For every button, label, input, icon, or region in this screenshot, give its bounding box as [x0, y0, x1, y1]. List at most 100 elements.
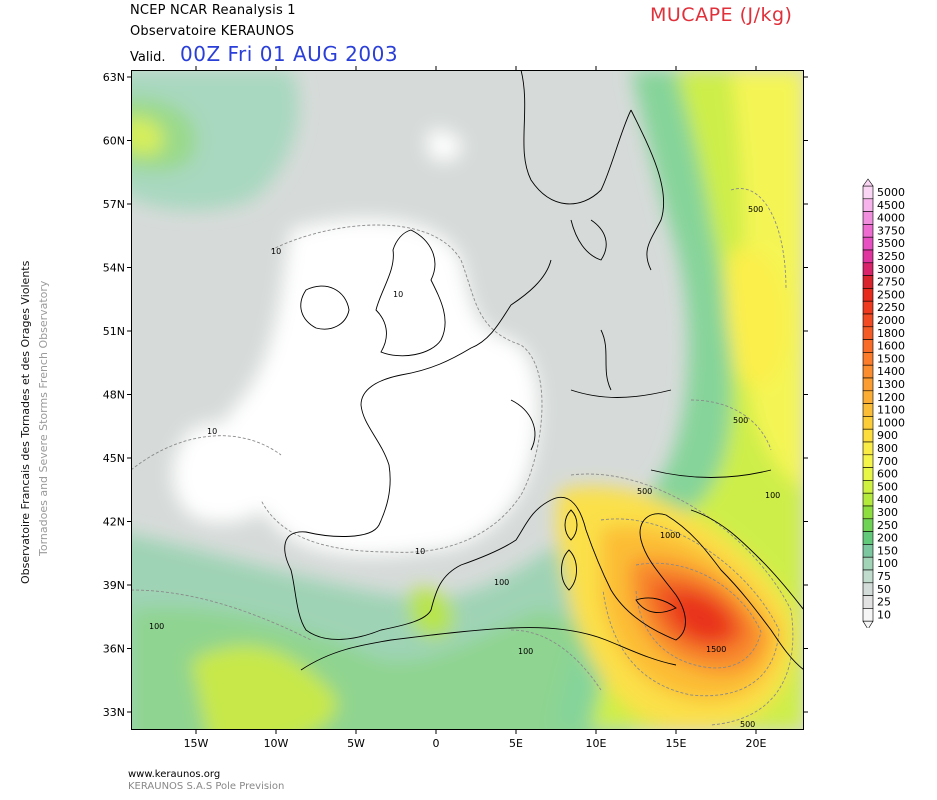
contour-label: 100	[765, 491, 780, 500]
longitude-axis: 15W 10W 5W 0 5E 10E 15E 20E	[184, 66, 767, 750]
lat-label: 54N	[103, 262, 125, 275]
legend-swatch	[862, 416, 874, 430]
legend-swatch	[862, 313, 874, 328]
lat-label: 60N	[103, 135, 125, 148]
legend-level: 1800	[877, 327, 905, 340]
legend-level: 50	[877, 583, 891, 596]
contour-labels: 10 10 10 10 100 100 100 100 500 500 500 …	[149, 205, 780, 729]
dataset-title: NCEP NCAR Reanalysis 1	[130, 3, 296, 18]
latitude-axis: 63N 60N 57N 54N 51N 48N 45N 42N 39N 36N 33N	[103, 71, 808, 719]
legend-level: 4000	[877, 212, 905, 225]
legend-level: 400	[877, 493, 898, 506]
legend-swatch	[862, 390, 874, 404]
lat-label: 48N	[103, 389, 125, 402]
lon-label: 5E	[509, 737, 523, 750]
valid-date: 00Z Fri 01 AUG 2003	[180, 42, 399, 66]
mucape-map: 10 10 10 10 100 100 100 100 500 500 500 …	[131, 70, 804, 730]
legend-level: 300	[877, 506, 898, 519]
legend-level: 800	[877, 442, 898, 455]
lat-label: 45N	[103, 452, 125, 465]
lat-label: 42N	[103, 516, 125, 529]
legend-swatch	[862, 454, 874, 468]
contour-label: 10	[393, 290, 403, 299]
contour-label: 500	[740, 720, 755, 729]
legend-swatch	[862, 326, 874, 340]
footer-company: KERAUNOS S.A.S Pole Prevision	[128, 781, 285, 792]
legend-level: 3750	[877, 224, 905, 237]
legend-level: 3250	[877, 250, 905, 263]
observatory-title: Observatoire KERAUNOS	[130, 24, 295, 39]
legend-level: 500	[877, 480, 898, 493]
color-legend: 5000450040003750350032503000275025002250…	[862, 178, 905, 628]
legend-swatch	[862, 505, 874, 520]
legend-level: 2250	[877, 301, 905, 314]
legend-level: 1100	[877, 404, 905, 417]
contour-lines	[131, 188, 794, 726]
legend-swatch	[862, 582, 874, 596]
legend-level: 900	[877, 429, 898, 442]
coastlines	[284, 70, 804, 671]
legend-swatch	[862, 377, 874, 392]
contour-label: 100	[518, 647, 533, 656]
legend-swatch	[862, 352, 874, 366]
lon-label: 15E	[666, 737, 687, 750]
footer-url: www.keraunos.org	[128, 769, 221, 780]
legend-swatch	[862, 595, 874, 609]
legend-level: 200	[877, 532, 898, 545]
legend-level: 100	[877, 557, 898, 570]
cape-field: 10 10 10 10 100 100 100 100 500 500 500 …	[131, 70, 804, 730]
legend-swatch	[862, 364, 874, 379]
contour-label: 10	[207, 427, 217, 436]
legend-level: 25	[877, 596, 891, 609]
legend-level: 1000	[877, 416, 905, 429]
lat-label: 57N	[103, 198, 125, 211]
legend-swatch	[862, 185, 874, 200]
legend-swatch	[862, 531, 874, 545]
contour-label: 500	[637, 487, 652, 496]
legend-swatch	[862, 288, 874, 302]
legend-swatch	[862, 492, 874, 507]
legend-level: 1500	[877, 352, 905, 365]
legend-level: 10	[877, 608, 891, 621]
legend-swatch	[862, 339, 874, 353]
legend-swatch	[862, 403, 874, 417]
legend-level: 75	[877, 570, 891, 583]
legend-level: 3000	[877, 263, 905, 276]
legend-swatch	[862, 300, 874, 315]
legend-swatch	[862, 569, 874, 584]
lon-label: 20E	[746, 737, 767, 750]
lat-label: 39N	[103, 579, 125, 592]
valid-label: Valid.	[130, 50, 166, 65]
contour-label: 10	[415, 547, 425, 556]
legend-level: 1200	[877, 391, 905, 404]
lon-label: 0	[433, 737, 440, 750]
legend-swatch	[862, 518, 874, 532]
legend-swatch	[862, 441, 874, 456]
legend-level: 5000	[877, 186, 905, 199]
legend-level: 1400	[877, 365, 905, 378]
legend-level: 600	[877, 468, 898, 481]
legend-level: 2000	[877, 314, 905, 327]
legend-level: 150	[877, 544, 898, 557]
contour-label: 500	[748, 205, 763, 214]
legend-level: 4500	[877, 199, 905, 212]
legend-swatch	[862, 262, 874, 276]
legend-level: 700	[877, 455, 898, 468]
legend-swatch	[862, 480, 874, 494]
legend-swatch	[862, 275, 874, 289]
legend-level: 1600	[877, 340, 905, 353]
lat-label: 33N	[103, 706, 125, 719]
lat-label: 51N	[103, 325, 125, 338]
legend-swatch	[862, 428, 874, 443]
contour-label: 1000	[660, 531, 680, 540]
lat-label: 36N	[103, 643, 125, 656]
lon-label: 5W	[347, 737, 365, 750]
lon-label: 15W	[184, 737, 209, 750]
lon-label: 10E	[586, 737, 607, 750]
legend-level: 250	[877, 519, 898, 532]
contour-label: 10	[271, 247, 281, 256]
legend-swatch	[862, 467, 874, 481]
legend-swatch	[862, 249, 874, 264]
legend-level: 2750	[877, 276, 905, 289]
legend-arrow-top	[862, 178, 874, 187]
